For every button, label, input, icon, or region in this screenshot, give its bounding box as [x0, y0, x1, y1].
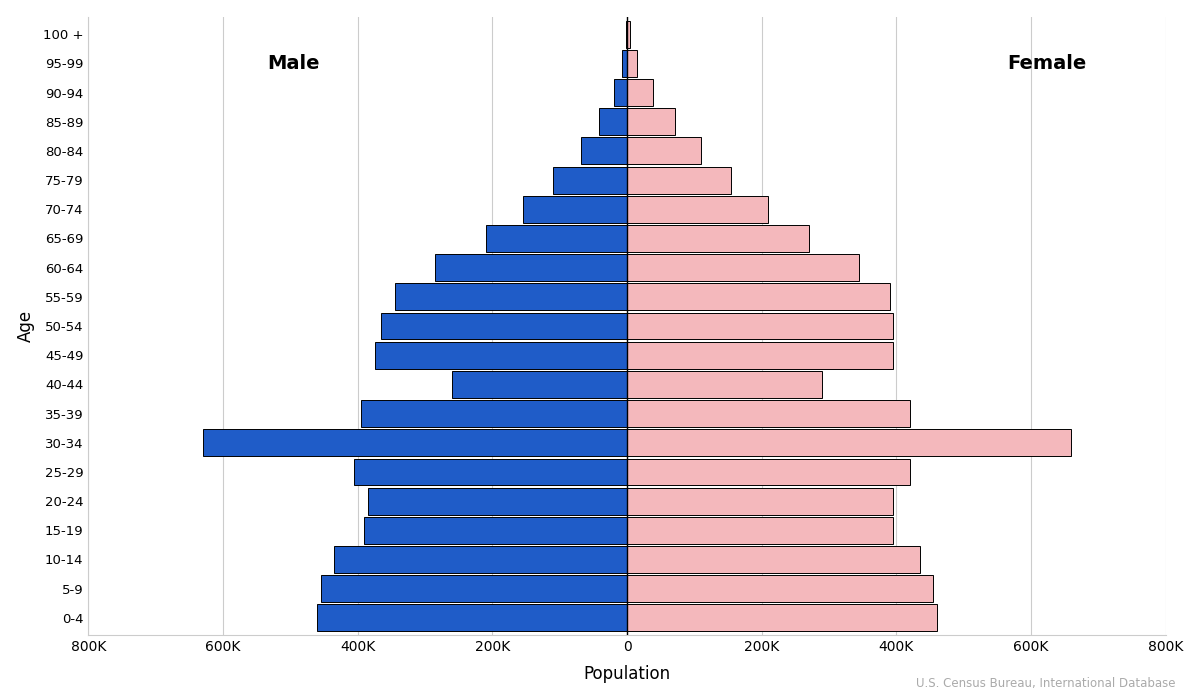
- Bar: [320, 575, 628, 602]
- Bar: [628, 225, 809, 252]
- Bar: [628, 284, 889, 310]
- Bar: [628, 167, 731, 193]
- Bar: [581, 137, 628, 164]
- Bar: [317, 604, 628, 631]
- Bar: [628, 604, 937, 631]
- Bar: [628, 575, 934, 602]
- Bar: [334, 546, 628, 573]
- Bar: [361, 400, 628, 427]
- Bar: [628, 79, 653, 106]
- Bar: [354, 458, 628, 485]
- Bar: [628, 517, 893, 544]
- Bar: [628, 50, 637, 77]
- Bar: [628, 313, 893, 340]
- Bar: [628, 371, 822, 398]
- Bar: [628, 254, 859, 281]
- Bar: [628, 21, 630, 48]
- Bar: [523, 196, 628, 223]
- Text: Male: Male: [266, 54, 319, 73]
- Y-axis label: Age: Age: [17, 310, 35, 342]
- X-axis label: Population: Population: [583, 665, 671, 683]
- Bar: [628, 546, 920, 573]
- Bar: [452, 371, 628, 398]
- Bar: [628, 137, 701, 164]
- Bar: [203, 429, 628, 456]
- Bar: [436, 254, 628, 281]
- Bar: [628, 488, 893, 514]
- Bar: [553, 167, 628, 193]
- Bar: [622, 50, 628, 77]
- Text: U.S. Census Bureau, International Database: U.S. Census Bureau, International Databa…: [917, 676, 1176, 690]
- Bar: [613, 79, 628, 106]
- Bar: [382, 313, 628, 340]
- Bar: [395, 284, 628, 310]
- Bar: [374, 342, 628, 369]
- Text: Female: Female: [1008, 54, 1087, 73]
- Bar: [628, 400, 910, 427]
- Bar: [365, 517, 628, 544]
- Bar: [486, 225, 628, 252]
- Bar: [628, 429, 1072, 456]
- Bar: [625, 21, 628, 48]
- Bar: [628, 458, 910, 485]
- Bar: [628, 196, 768, 223]
- Bar: [628, 342, 893, 369]
- Bar: [599, 108, 628, 135]
- Bar: [367, 488, 628, 514]
- Bar: [628, 108, 676, 135]
